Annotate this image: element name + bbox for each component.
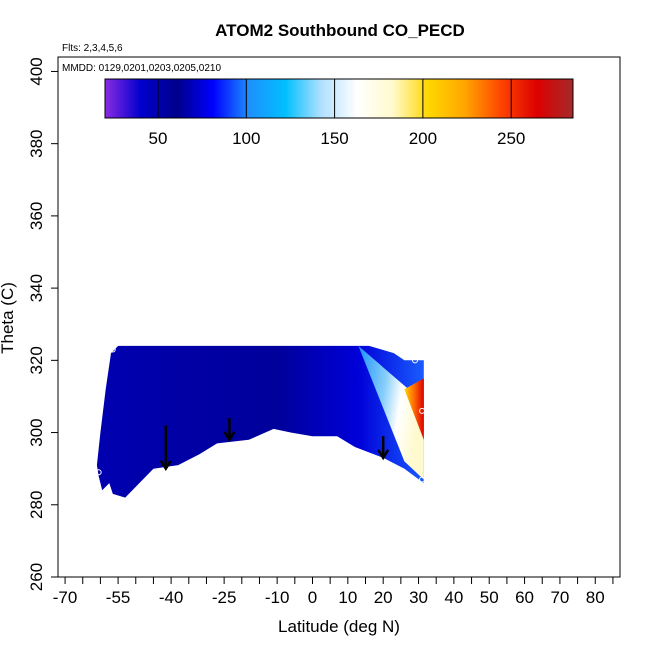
marker-point	[115, 498, 122, 505]
x-tick-label: -40	[159, 588, 184, 607]
colorbar-tick-label: 100	[232, 129, 260, 148]
x-tick-label: 40	[444, 588, 463, 607]
marker-point	[327, 335, 334, 342]
marker-point	[419, 407, 426, 414]
marker-point	[95, 469, 102, 476]
x-tick-label: -25	[212, 588, 237, 607]
descent-arrows	[159, 418, 390, 472]
minor-markers	[95, 335, 426, 505]
x-axis: -70 -55 -40 -25 -10 0 10 20 30 40 50 60 70 80	[53, 577, 614, 607]
descent-arrow	[223, 418, 236, 443]
y-axis: 260 280 300 320 340 360 380 400	[27, 57, 58, 591]
y-tick-label: 300	[27, 418, 46, 446]
descent-arrow	[159, 425, 172, 472]
x-tick-label: 80	[586, 588, 605, 607]
y-axis-title: Theta (C)	[0, 282, 17, 354]
marker-point	[411, 357, 418, 364]
x-tick-label: 50	[480, 588, 499, 607]
marker-point	[109, 346, 116, 353]
y-tick-label: 380	[27, 129, 46, 157]
colorbar-ticks: 50 100 150 200 250	[149, 79, 525, 148]
field-low-co	[96, 345, 424, 498]
y-tick-label: 320	[27, 346, 46, 374]
x-tick-label: 30	[409, 588, 428, 607]
y-tick-label: 280	[27, 491, 46, 519]
colorbar-tick-label: 50	[149, 129, 168, 148]
y-tick-label: 260	[27, 563, 46, 591]
colorbar-tick-label: 200	[409, 129, 437, 148]
y-tick-label: 360	[27, 202, 46, 230]
plot-frame	[57, 56, 621, 578]
x-tick-label: -55	[106, 588, 131, 607]
colorbar: 50 100 150 200 250	[104, 78, 574, 148]
marker-point	[419, 476, 426, 483]
chart-title: ATOM2 Southbound CO_PECD	[215, 21, 465, 40]
descent-arrow	[377, 436, 390, 461]
colorbar-gradient	[104, 78, 574, 119]
dates-note: MMDD: 0129,0201,0203,0205,0210	[62, 63, 221, 74]
x-tick-label: 20	[374, 588, 393, 607]
colorbar-tick-label: 150	[320, 129, 348, 148]
x-tick-label: -70	[53, 588, 78, 607]
field-high-co-core	[404, 378, 424, 440]
y-tick-label: 340	[27, 274, 46, 302]
x-tick-label: -10	[265, 588, 290, 607]
colorbar-tick-label: 250	[497, 129, 525, 148]
y-tick-label: 400	[27, 57, 46, 85]
heatmap-field	[96, 345, 424, 498]
x-tick-label: 60	[515, 588, 534, 607]
x-tick-label: 0	[308, 588, 317, 607]
flights-note: Flts: 2,3,4,5,6	[62, 43, 123, 54]
plot-area	[57, 56, 621, 578]
x-tick-label: 70	[550, 588, 569, 607]
x-tick-label: 10	[338, 588, 357, 607]
x-axis-title: Latitude (deg N)	[278, 617, 400, 636]
field-transition-wedge	[358, 345, 424, 480]
